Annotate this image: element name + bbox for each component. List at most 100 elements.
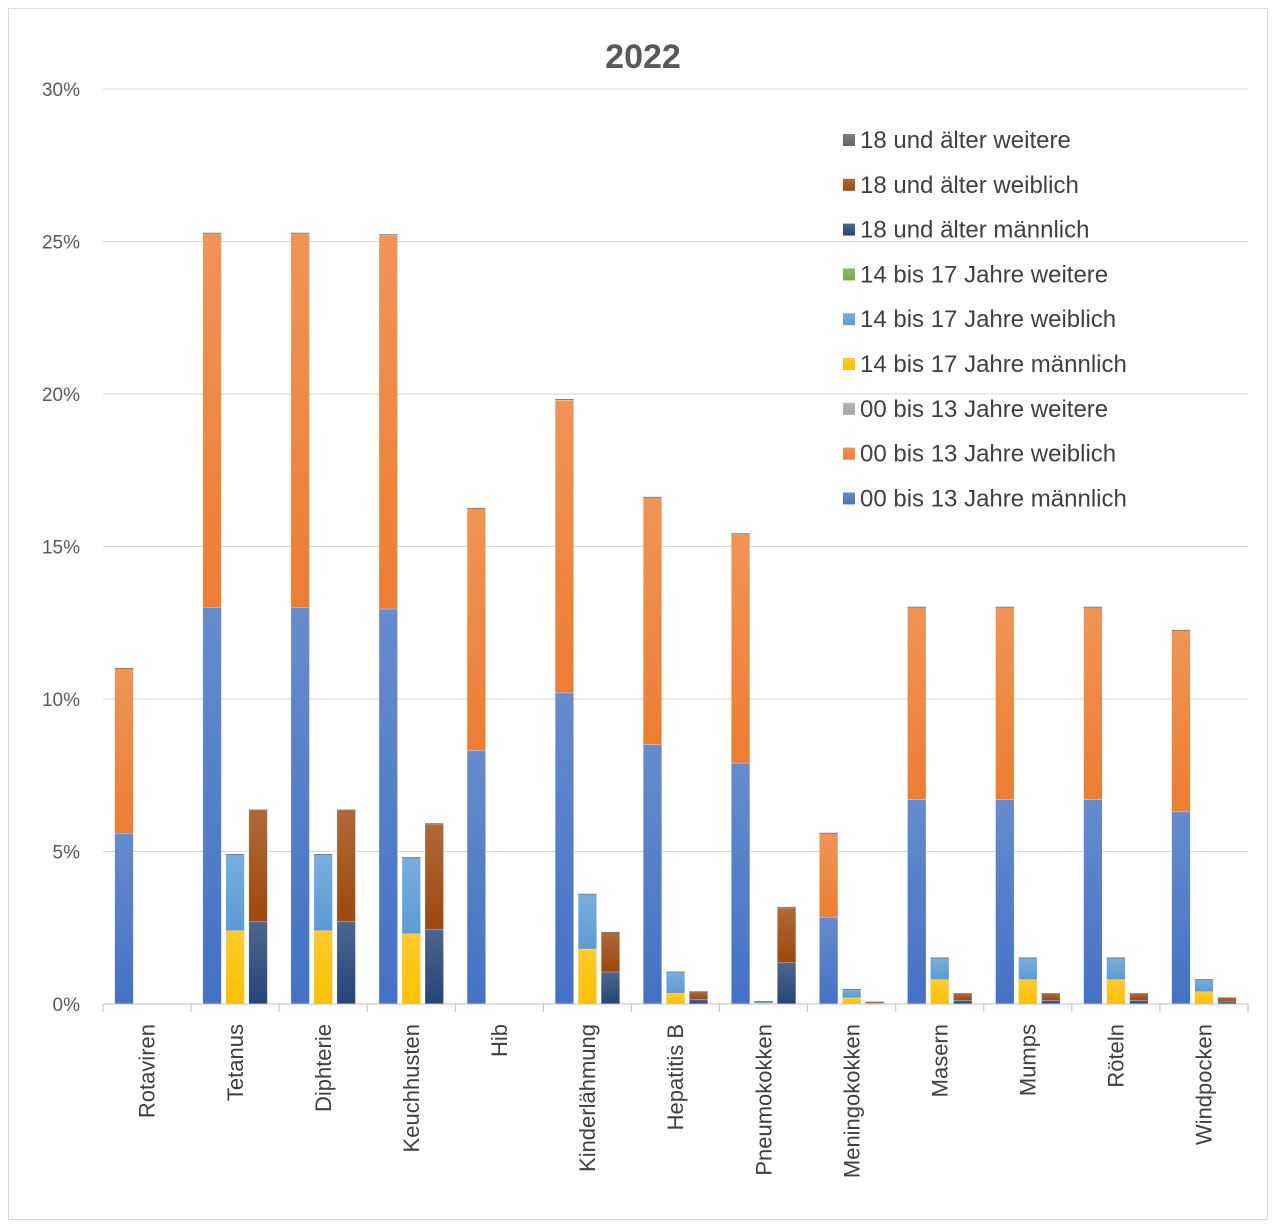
bar-segment-00-bis-13-jahre-maennlich [554, 692, 574, 1005]
legend-swatch [843, 402, 855, 415]
bar-segment-00-bis-13-jahre-maennlich [1171, 811, 1191, 1005]
x-category-label: Windpocken [1192, 1024, 1217, 1145]
bar-segment-00-bis-13-jahre-maennlich [819, 916, 839, 1005]
bar-segment-14-bis-17-jahre-maennlich [666, 993, 685, 1005]
bar-segment-18-und-aelter-maennlich [336, 921, 356, 1005]
legend-item: 18 und älter weiblich [843, 172, 1079, 199]
bar-segment-00-bis-13-jahre-weiblich [202, 233, 222, 608]
bar-segment-00-bis-13-jahre-weiblich [731, 534, 751, 764]
bar-segment-14-bis-17-jahre-weiblich [666, 971, 685, 994]
legend-swatch [843, 223, 855, 236]
legend-label: 00 bis 13 Jahre weitere [860, 396, 1108, 423]
x-category-label: Diphterie [311, 1024, 336, 1112]
bar-segment-18-und-aelter-maennlich [777, 962, 797, 1005]
legend-swatch [843, 492, 855, 505]
bar-segment-00-bis-13-jahre-weiblich [1171, 630, 1191, 813]
bar-segment-00-bis-13-jahre-maennlich [202, 607, 222, 1005]
x-category-label: Kinderlähmung [575, 1024, 600, 1172]
bar-segment-18-und-aelter-maennlich [600, 971, 620, 1005]
bar-segment-00-bis-13-jahre-maennlich [907, 799, 927, 1005]
bar-segment-00-bis-13-jahre-weiblich [819, 833, 839, 918]
category-kinderlaehmung [554, 398, 620, 1005]
bar-segment-14-bis-17-jahre-weiblich [930, 958, 950, 980]
bar-segment-18-und-aelter-maennlich [248, 921, 268, 1005]
category-mumps [995, 606, 1061, 1005]
category-masern [907, 606, 973, 1005]
x-axis-categories: Rotaviren Tetanus Diphterie Keuchhusten Hib K… [135, 1024, 1217, 1178]
category-keuchhusten [378, 234, 444, 1005]
category-rotaviren [114, 668, 134, 1005]
x-category-label: Pneumokokken [751, 1024, 776, 1176]
legend-swatch [843, 358, 855, 370]
x-axis [102, 1003, 1249, 1012]
legend-item: 00 bis 13 Jahre männlich [843, 485, 1127, 512]
y-tick-label: 5% [53, 843, 81, 864]
bar-segment-14-bis-17-jahre-maennlich [401, 933, 421, 1005]
legend-swatch [843, 268, 855, 281]
category-roeteln [1083, 606, 1149, 1005]
bar-segment-14-bis-17-jahre-weiblich [1194, 979, 1214, 992]
category-diphterie [290, 232, 356, 1005]
bar-segment-00-bis-13-jahre-weiblich [378, 235, 398, 610]
bar-segment-18-und-aelter-weiblich [600, 932, 620, 973]
legend-label: 14 bis 17 Jahre weitere [860, 261, 1108, 288]
bar-segment-00-bis-13-jahre-maennlich [731, 762, 751, 1005]
bar-segment-18-und-aelter-weiblich [1129, 993, 1149, 1001]
bar-segment-00-bis-13-jahre-maennlich [114, 833, 134, 1005]
category-meningokokken [819, 832, 885, 1005]
legend-item: 18 und älter weitere [843, 127, 1071, 154]
category-windpocken [1171, 629, 1237, 1005]
legend-item: 14 bis 17 Jahre weiblich [843, 306, 1116, 333]
bar-segment-14-bis-17-jahre-weiblich [401, 857, 421, 935]
legend-label: 14 bis 17 Jahre weiblich [860, 306, 1116, 333]
legend-swatch [843, 134, 855, 146]
bar-segment-00-bis-13-jahre-weiblich [1083, 607, 1103, 800]
bar-segment-18-und-aelter-weiblich [1041, 993, 1061, 1001]
legend-item: 14 bis 17 Jahre weitere [843, 261, 1108, 288]
bar-segment-18-und-aelter-maennlich [1129, 1000, 1149, 1005]
bar-segment-14-bis-17-jahre-maennlich [313, 930, 333, 1005]
bar-segment-14-bis-17-jahre-maennlich [225, 930, 245, 1005]
category-pneumokokken [731, 533, 797, 1005]
bar-segment-14-bis-17-jahre-maennlich [1018, 979, 1038, 1005]
legend-swatch [843, 313, 855, 326]
bar-segment-14-bis-17-jahre-maennlich [842, 997, 862, 1005]
bar-segment-14-bis-17-jahre-maennlich [1194, 991, 1214, 1005]
y-tick-label: 10% [42, 690, 80, 711]
x-category-label: Röteln [1104, 1024, 1129, 1088]
bar-segment-18-und-aelter-maennlich [689, 999, 708, 1005]
bar-segment-18-und-aelter-weiblich [777, 907, 797, 964]
legend-label: 14 bis 17 Jahre männlich [860, 351, 1127, 378]
bar-segment-00-bis-13-jahre-maennlich [995, 799, 1015, 1005]
bar-segment-00-bis-13-jahre-weiblich [466, 508, 486, 752]
bar-segment-18-und-aelter-weiblich [336, 810, 356, 922]
legend-swatch [843, 178, 855, 191]
legend-label: 18 und älter weiblich [860, 172, 1079, 199]
bar-segment-14-bis-17-jahre-weiblich [1106, 958, 1126, 980]
legend-item: 14 bis 17 Jahre männlich [843, 351, 1127, 378]
bar-segment-14-bis-17-jahre-maennlich [1106, 979, 1126, 1005]
bar-segment-14-bis-17-jahre-maennlich [930, 979, 950, 1005]
bar-segment-00-bis-13-jahre-maennlich [290, 607, 310, 1005]
bar-segment-14-bis-17-jahre-weiblich [577, 894, 597, 950]
category-hib [466, 507, 486, 1005]
bar-segment-00-bis-13-jahre-maennlich [1083, 799, 1103, 1005]
bar-segment-00-bis-13-jahre-weiblich [643, 497, 662, 745]
legend-label: 18 und älter männlich [860, 217, 1089, 244]
bar-segment-18-und-aelter-maennlich [953, 1000, 973, 1005]
legend: 18 und älter weitere 18 und älter weiblic… [843, 127, 1127, 512]
bar-segment-14-bis-17-jahre-weiblich [313, 854, 333, 931]
bar-segment-00-bis-13-jahre-weiblich [290, 233, 310, 608]
bar-segment-00-bis-13-jahre-weiblich [554, 399, 574, 694]
chart-title: 2022 [605, 38, 681, 76]
y-tick-label: 15% [42, 538, 80, 559]
bar-segment-18-und-aelter-weiblich [689, 991, 708, 1000]
x-category-label: Rotaviren [135, 1024, 160, 1118]
bar-segment-14-bis-17-jahre-weiblich [842, 989, 862, 999]
x-category-label: Hepatitis B [663, 1024, 688, 1130]
legend-label: 00 bis 13 Jahre weiblich [860, 441, 1116, 468]
bar-segment-00-bis-13-jahre-weiblich [995, 607, 1015, 800]
bar-segment-14-bis-17-jahre-weiblich [225, 854, 245, 931]
bar-segment-00-bis-13-jahre-maennlich [643, 744, 662, 1005]
